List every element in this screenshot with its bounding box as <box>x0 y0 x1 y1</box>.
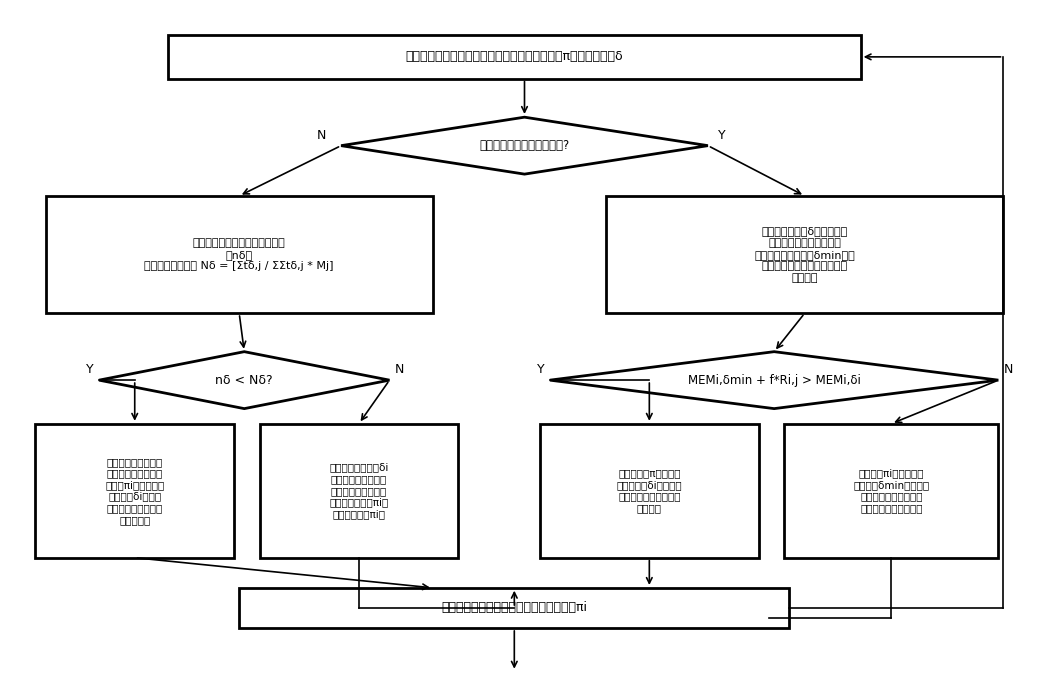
Text: Y: Y <box>719 129 726 142</box>
Text: 从待加工任务集中选择前道工序最以完工的任务π，加工条件为δ: 从待加工任务集中选择前道工序最以完工的任务π，加工条件为δ <box>406 50 623 64</box>
Text: N: N <box>317 129 326 142</box>
FancyBboxPatch shape <box>239 588 790 628</box>
Polygon shape <box>99 351 389 409</box>
Text: 从已分配加工条件δi
的设备集中选择本道
工序最早结束的设备
分配给加工任务πi，
删除加工任务πi。: 从已分配加工条件δi 的设备集中选择本道 工序最早结束的设备 分配给加工任务πi… <box>329 463 388 519</box>
FancyBboxPatch shape <box>168 35 861 78</box>
Polygon shape <box>550 351 999 409</box>
Text: N: N <box>394 363 404 377</box>
FancyBboxPatch shape <box>259 424 458 558</box>
Text: nδ < Nδ?: nδ < Nδ? <box>215 374 273 386</box>
Text: 从未分配设备集中选
择一台设备分配给加
工任务πi，设备加工
条件置为δi，同时
从未分配设备集中删
除该设备。: 从未分配设备集中选 择一台设备分配给加 工任务πi，设备加工 条件置为δi，同时… <box>105 456 165 525</box>
Text: 检查未分配设备集是否为空?: 检查未分配设备集是否为空? <box>479 139 570 152</box>
FancyBboxPatch shape <box>45 196 433 313</box>
Text: N: N <box>1004 363 1012 377</box>
Text: MEMi,δmin + f*Ri,j > MEMi,δi: MEMi,δmin + f*Ri,j > MEMi,δi <box>688 374 860 386</box>
Text: Y: Y <box>537 363 544 377</box>
Text: 在满足加工条件δ的设备集中
选择最早完加工任务的设
备；在满足加工条件δmin的设
备集中选择最早结束加工任务
的设备。: 在满足加工条件δ的设备集中 选择最早完加工任务的设 备；在满足加工条件δmin的… <box>754 226 855 283</box>
Text: 统计加工条件相同的设备总计量
量nδ，
计算最大分配数量 Nδ = [Σtδ,j / ΣΣtδ,j * Mj]: 统计加工条件相同的设备总计量 量nδ， 计算最大分配数量 Nδ = [Σtδ,j… <box>145 238 334 271</box>
FancyBboxPatch shape <box>36 424 234 558</box>
FancyBboxPatch shape <box>606 196 1004 313</box>
Polygon shape <box>341 117 708 174</box>
Text: 从待加工任务集中删除已分配的加工任务πi: 从待加工任务集中删除已分配的加工任务πi <box>442 601 587 615</box>
FancyBboxPatch shape <box>785 424 999 558</box>
Text: 加工任务πi分配给满足
加工条件δmin的设备集
中的最早结束加工任务
设备，进行改机生产。: 加工任务πi分配给满足 加工条件δmin的设备集 中的最早结束加工任务 设备，进… <box>853 468 929 513</box>
Text: 将加工任务π分配给满
足加工条件δi的设备集
中的最早结束加工任务
的设备。: 将加工任务π分配给满 足加工条件δi的设备集 中的最早结束加工任务 的设备。 <box>617 468 682 513</box>
Text: Y: Y <box>86 363 94 377</box>
FancyBboxPatch shape <box>540 424 758 558</box>
